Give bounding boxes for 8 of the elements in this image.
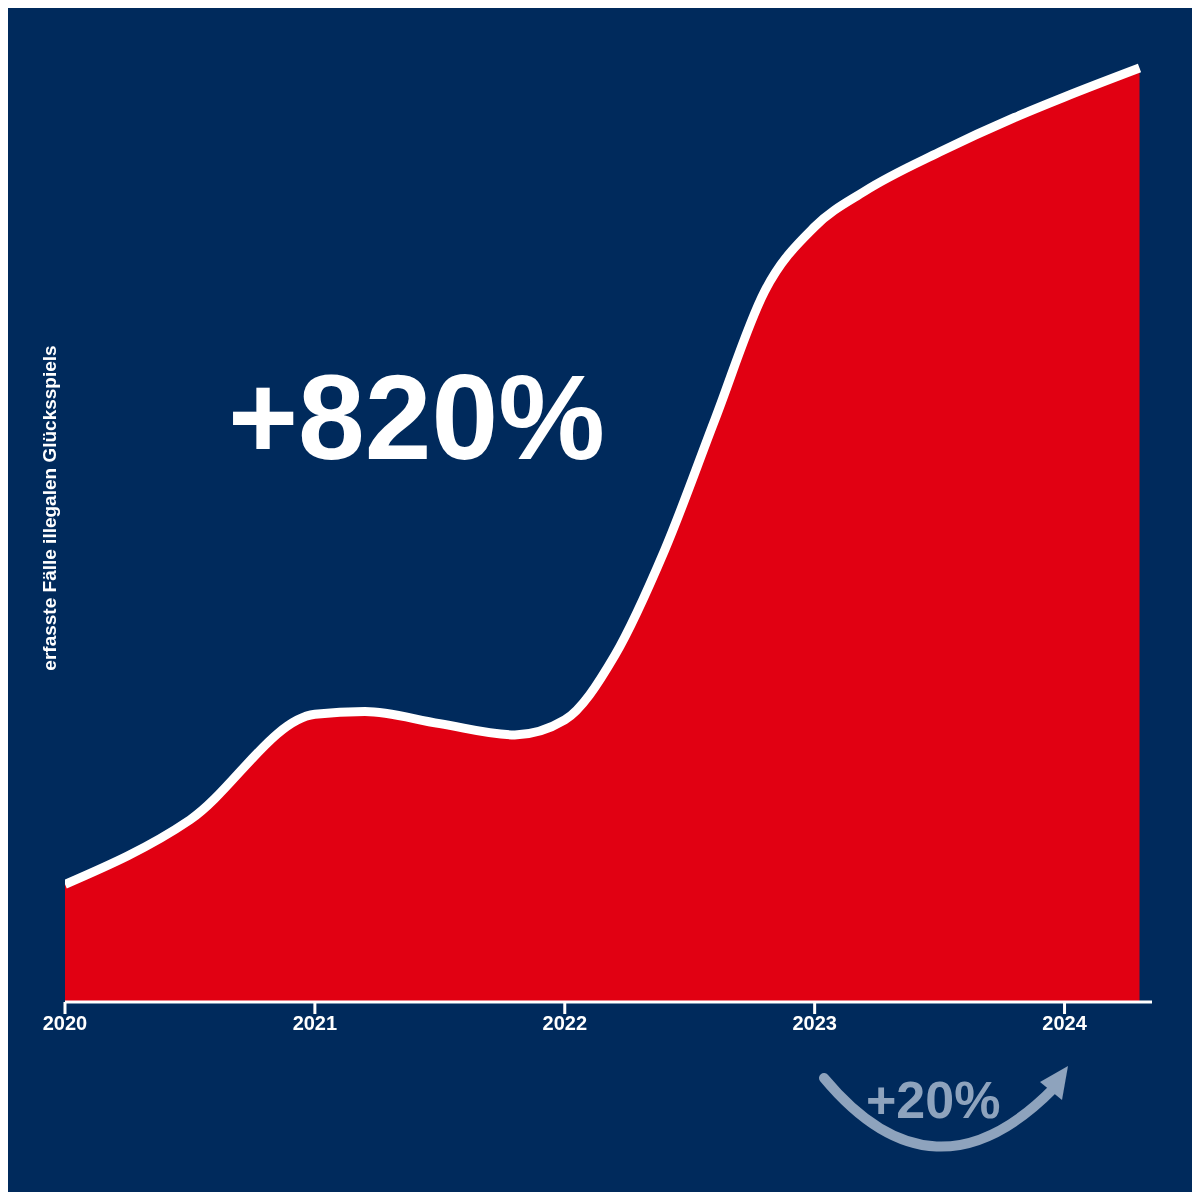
y-axis-title: erfasste Fälle illegalen Glücksspiels xyxy=(39,345,61,671)
x-tick-label: 2020 xyxy=(42,1012,88,1035)
x-tick-label: 2024 xyxy=(1042,1012,1088,1035)
text: +20% xyxy=(866,1070,1001,1130)
x-tick-label: 2021 xyxy=(292,1012,338,1035)
x-tick-label: 2023 xyxy=(792,1012,837,1035)
x-tick-label: 2022 xyxy=(542,1012,588,1035)
annotation: +820% xyxy=(228,349,605,486)
